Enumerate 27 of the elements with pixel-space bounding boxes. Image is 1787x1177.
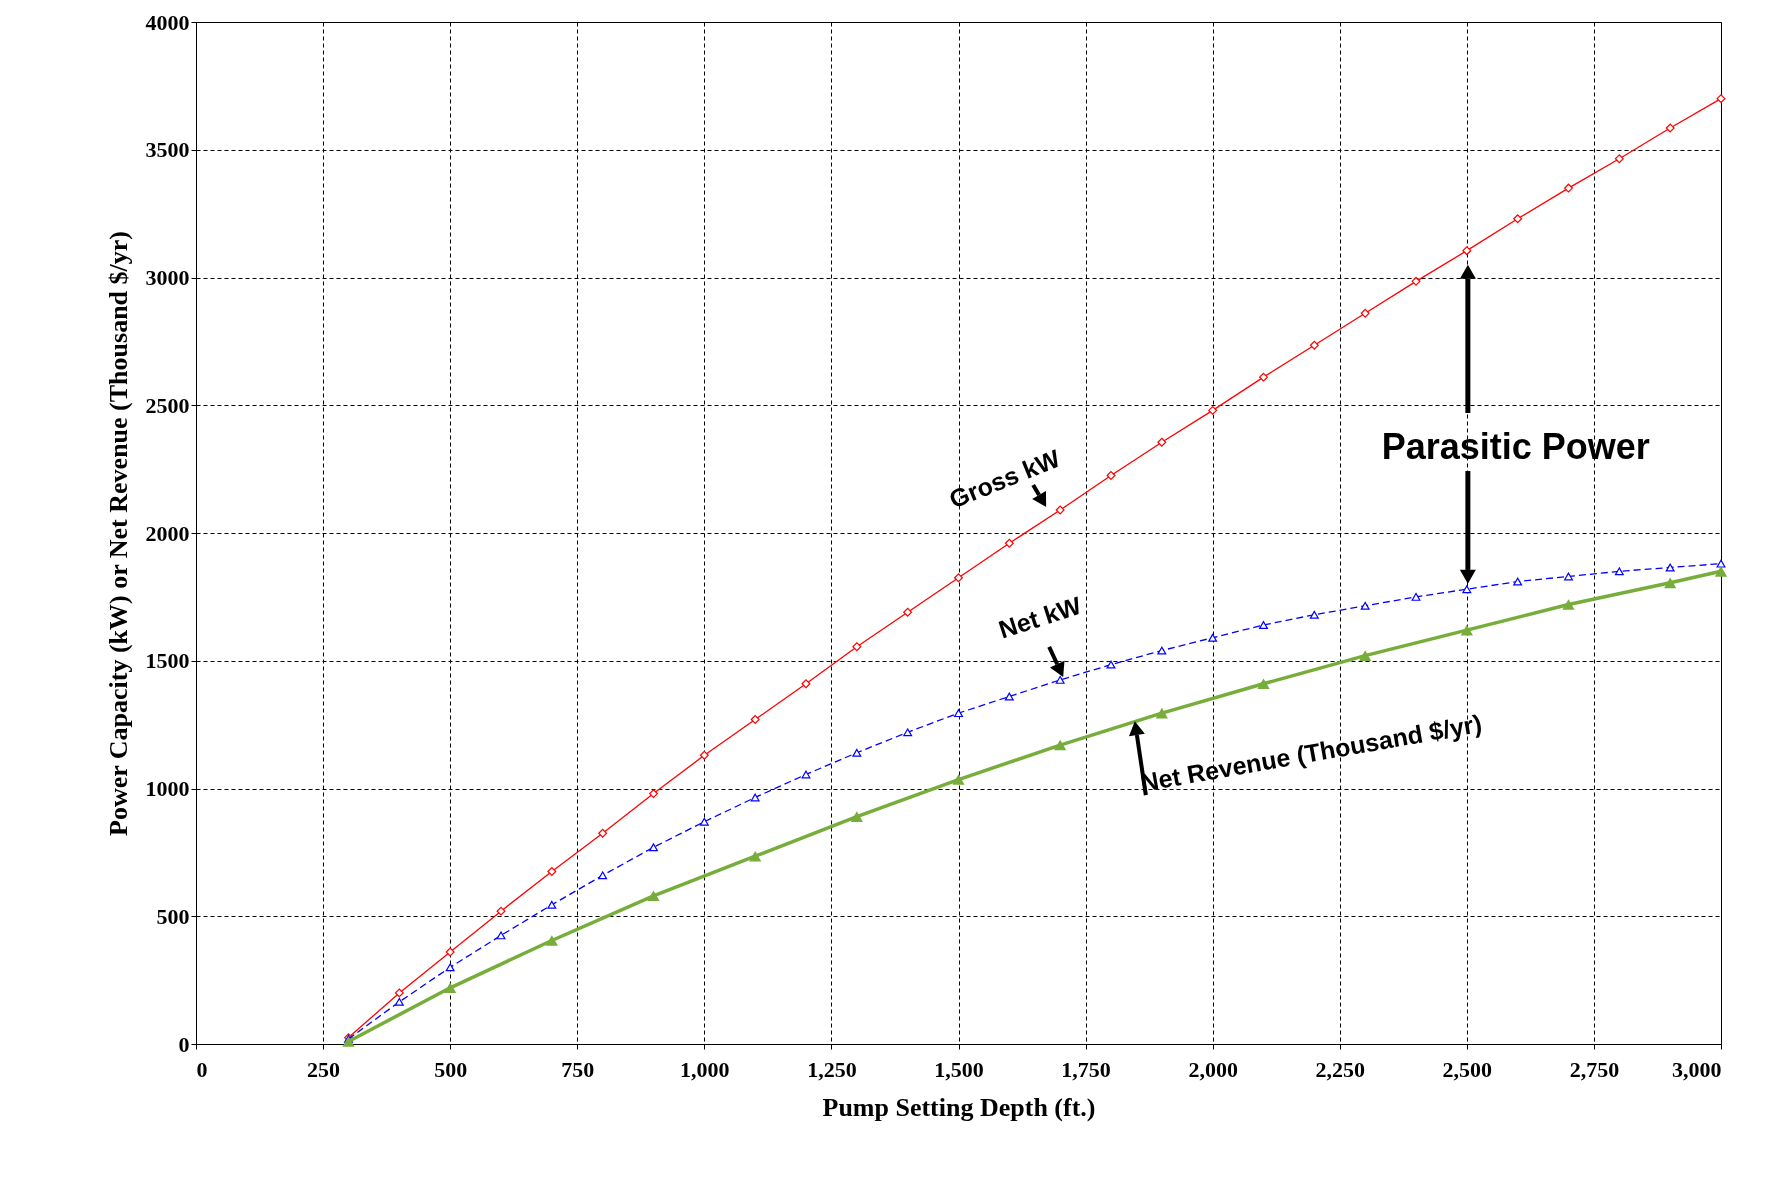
- x-axis-title: Pump Setting Depth (ft.): [822, 1092, 1096, 1122]
- text: Net kW: [995, 590, 1085, 644]
- x-tick-label: 250: [307, 1056, 341, 1082]
- x-tick-label: 2,000: [1188, 1056, 1238, 1082]
- x-tick-label: 750: [561, 1056, 595, 1082]
- y-tick-label: 4000: [145, 9, 190, 35]
- y-tick-label: 1500: [145, 648, 190, 674]
- y-tick-label: 500: [156, 903, 190, 929]
- y-tick-label: 2000: [145, 520, 190, 546]
- y-axis-title: Power Capacity (kW) or Net Revenue (Thousand $/yr): [103, 231, 133, 836]
- x-tick-label: 2,500: [1442, 1056, 1493, 1082]
- text: Gross kW: [945, 443, 1065, 514]
- annotation: Parasitic Power: [1381, 426, 1650, 468]
- x-tick-label: 1,500: [934, 1056, 984, 1082]
- x-tick-label: 1,250: [807, 1056, 857, 1082]
- x-tick-label: 3,000: [1672, 1056, 1722, 1082]
- y-tick-label: 3000: [145, 265, 190, 290]
- x-tick-label: 1,750: [1061, 1056, 1111, 1082]
- x-tick-label: 2,750: [1569, 1056, 1620, 1082]
- y-tick-label: 0: [178, 1031, 190, 1057]
- x-tick-label: 1,000: [680, 1056, 730, 1082]
- x-tick-label: 500: [434, 1056, 468, 1082]
- y-tick-label: 1000: [145, 776, 190, 801]
- y-tick-label: 2500: [145, 392, 190, 418]
- x-tick-label: 0: [196, 1056, 208, 1082]
- y-tick-label: 3500: [145, 137, 190, 163]
- x-tick-label: 2,250: [1315, 1056, 1365, 1082]
